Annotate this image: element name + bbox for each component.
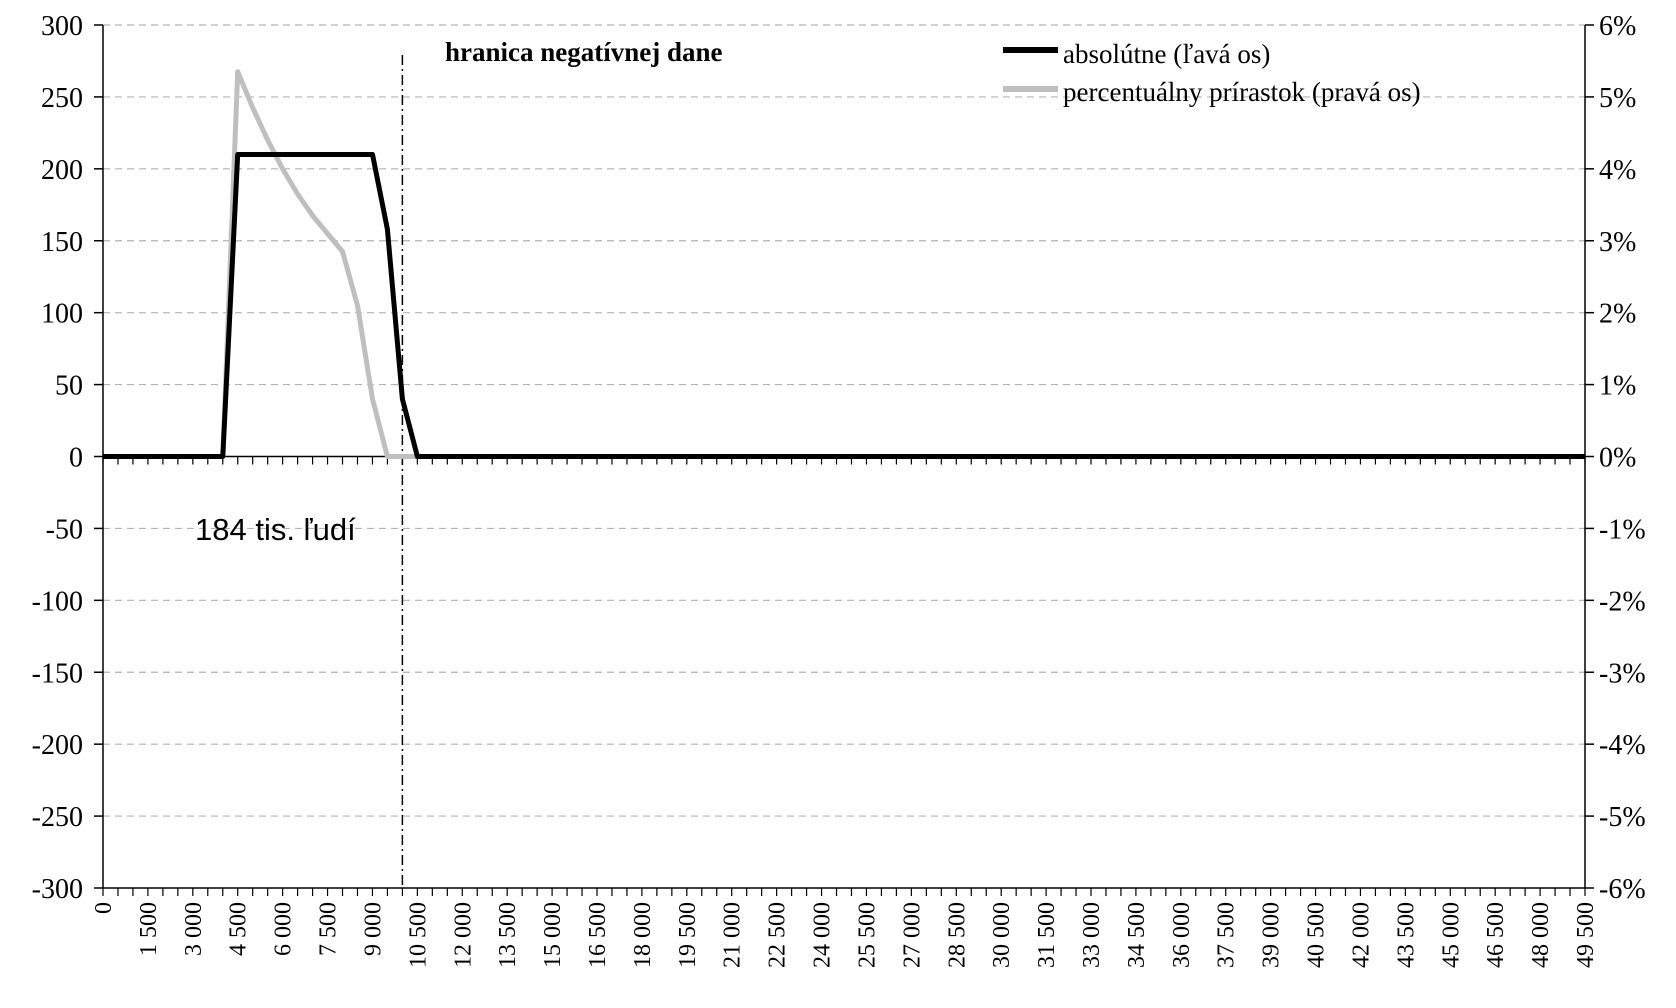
x-tick-label: 46 500 [1483,902,1509,968]
count-label: 184 tis. ľudí [195,512,356,547]
x-tick-label: 13 500 [495,902,521,968]
gridlines [103,24,1585,817]
y-right-tick-label: -4% [1599,730,1646,761]
y-left-tick-label: 50 [55,371,83,402]
y-left-tick-label: 300 [41,11,83,42]
y-right-tick-label: 0% [1599,443,1636,474]
y-left-tick-label: 200 [41,155,83,186]
y-left-tick-label: -100 [32,586,83,617]
y-left-tick-label: 100 [41,299,83,330]
y-left-tick-label: -50 [46,514,83,545]
x-tick-label: 31 500 [1034,902,1060,968]
x-tick-label: 4 500 [226,902,252,956]
y-right-tick-label: -1% [1599,514,1646,545]
x-axis-ticks: 0 1 500 3 000 4 500 6 000 7 500 9 000 10 500 12 … [91,888,1599,968]
y-right-tick-label: -2% [1599,586,1646,617]
series-line-absolute [103,152,1585,459]
y-axis-left-ticks: 300 250 200 150 100 50 0 -50 -100 -150 -200 -250 -30… [32,11,103,905]
y-right-tick-label: 6% [1599,11,1636,42]
x-tick-label: 48 000 [1528,902,1554,968]
series-line-percent [103,69,1585,459]
y-left-tick-label: -250 [32,802,83,833]
y-right-tick-label: -3% [1599,658,1646,689]
x-tick-label: 37 500 [1214,902,1240,968]
x-tick-label: 30 000 [989,902,1015,968]
y-right-tick-label: -5% [1599,802,1646,833]
legend-label-percent: percentuálny prírastok (pravá os) [1063,77,1421,107]
y-left-tick-label: 150 [41,227,83,258]
x-tick-label: 18 000 [630,902,656,968]
x-tick-label: 25 500 [854,902,880,968]
legend: absolútne (ľavá os) percentuálny prírast… [1003,39,1421,107]
x-tick-label: 10 500 [405,902,431,968]
x-tick-label: 12 000 [450,902,476,968]
x-tick-label: 36 000 [1169,902,1195,968]
x-tick-label: 43 500 [1393,902,1419,968]
series-lines [103,69,1585,459]
x-tick-label: 0 [91,902,117,914]
x-tick-label: 39 000 [1259,902,1285,968]
y-right-tick-label: -6% [1599,874,1646,905]
x-tick-label: 24 000 [810,902,836,968]
x-tick-label: 21 000 [720,902,746,968]
x-tick-label: 45 000 [1438,902,1464,968]
y-left-tick-label: 250 [41,83,83,114]
x-tick-label: 9 000 [360,902,386,956]
y-right-tick-label: 3% [1599,227,1636,258]
y-left-tick-label: -200 [32,730,83,761]
y-left-tick-label: -300 [32,874,83,905]
x-tick-label: 42 000 [1348,902,1374,968]
x-tick-label: 27 000 [899,902,925,968]
y-left-tick-label: 0 [69,443,83,474]
x-tick-label: 49 500 [1573,902,1599,968]
x-tick-label: 3 000 [181,902,207,956]
x-tick-label: 34 500 [1124,902,1150,968]
x-tick-label: 7 500 [316,902,342,956]
x-tick-label: 33 000 [1079,902,1105,968]
x-tick-label: 15 000 [540,902,566,968]
x-tick-label: 6 000 [271,902,297,956]
y-axis-right-ticks: 6% 5% 4% 3% 2% 1% 0% -1% -2% -3% -4% -5% -6% [1585,11,1646,905]
x-tick-label: 40 500 [1304,902,1330,968]
boundary-label: hranica negatívnej dane [445,37,723,67]
x-tick-label: 28 500 [944,902,970,968]
x-tick-label: 16 500 [585,902,611,968]
y-left-tick-label: -150 [32,658,83,689]
x-tick-label: 22 500 [765,902,791,968]
legend-label-absolute: absolútne (ľavá os) [1063,39,1270,69]
x-tick-label: 1 500 [136,902,162,956]
x-tick-label: 19 500 [675,902,701,968]
y-right-tick-label: 4% [1599,155,1636,186]
y-right-tick-label: 1% [1599,371,1636,402]
y-right-tick-label: 5% [1599,83,1636,114]
y-right-tick-label: 2% [1599,299,1636,330]
